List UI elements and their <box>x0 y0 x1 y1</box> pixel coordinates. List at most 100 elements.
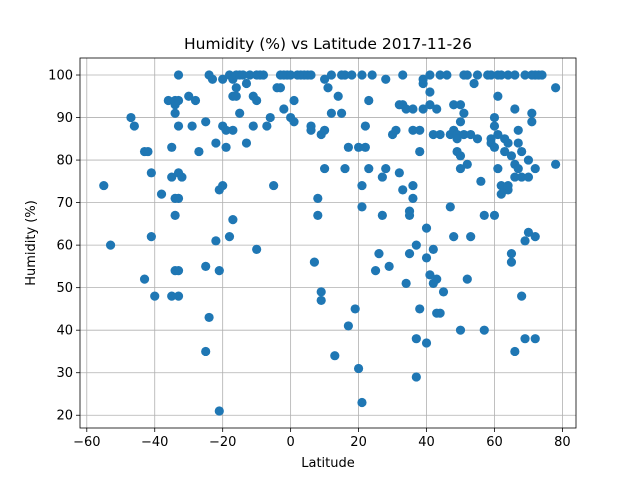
data-point <box>262 121 272 131</box>
data-point <box>517 146 527 157</box>
data-point <box>170 108 180 118</box>
data-point <box>224 232 235 242</box>
data-point <box>435 308 445 318</box>
data-point <box>218 74 228 84</box>
data-point <box>228 215 238 225</box>
data-point <box>428 244 438 254</box>
data-point <box>523 155 534 165</box>
data-point <box>537 70 547 80</box>
data-point <box>435 70 445 80</box>
data-point <box>173 193 184 203</box>
data-point <box>377 210 387 220</box>
data-point <box>173 121 184 131</box>
data-point <box>370 266 381 276</box>
x-tick-label: 60 <box>486 435 503 450</box>
data-point <box>275 83 286 93</box>
data-point <box>462 274 472 284</box>
data-point <box>336 108 347 118</box>
data-point <box>415 125 425 135</box>
data-point <box>398 70 408 80</box>
data-point <box>527 108 537 118</box>
data-point <box>309 257 320 267</box>
data-point <box>520 334 530 344</box>
data-point <box>384 261 394 271</box>
data-point <box>421 223 432 233</box>
data-point <box>350 304 360 314</box>
data-point <box>401 104 411 114</box>
data-point <box>340 163 350 174</box>
data-point <box>238 70 248 80</box>
data-point <box>320 163 330 174</box>
data-point <box>289 117 299 127</box>
y-tick-label: 100 <box>48 69 73 84</box>
data-point <box>418 74 428 84</box>
data-point <box>156 189 167 199</box>
data-point <box>469 78 479 89</box>
data-point <box>421 338 432 348</box>
data-point <box>245 70 255 80</box>
data-point <box>173 95 184 106</box>
x-tick-label: 20 <box>350 435 367 450</box>
data-point <box>214 266 224 276</box>
data-point <box>320 74 330 84</box>
data-point <box>438 287 449 297</box>
data-point <box>432 274 442 284</box>
data-point <box>231 83 241 93</box>
data-point <box>435 129 445 140</box>
data-point <box>126 112 136 123</box>
data-point <box>374 249 384 259</box>
data-point <box>506 257 517 267</box>
data-point <box>404 210 415 220</box>
data-point <box>289 95 299 106</box>
data-point <box>530 232 540 242</box>
data-point <box>476 176 486 186</box>
data-point <box>323 83 333 93</box>
data-point <box>381 163 391 174</box>
data-point <box>241 138 252 148</box>
data-point <box>173 266 184 276</box>
data-point <box>408 125 418 135</box>
data-point <box>493 163 503 174</box>
data-point <box>510 346 520 357</box>
x-tick-label: −20 <box>209 435 236 450</box>
data-point <box>360 121 370 131</box>
data-point <box>398 185 408 195</box>
data-point <box>486 70 496 80</box>
data-point <box>496 70 506 80</box>
data-point <box>235 108 245 118</box>
data-point <box>357 70 367 80</box>
data-point <box>523 227 534 237</box>
data-point <box>425 87 435 97</box>
data-point <box>357 397 367 408</box>
data-point <box>105 240 116 250</box>
data-point <box>432 104 442 114</box>
data-point <box>187 121 197 131</box>
data-point <box>425 70 435 80</box>
data-point <box>510 104 520 114</box>
data-point <box>252 244 262 254</box>
data-point <box>493 91 503 101</box>
data-point <box>201 117 211 127</box>
data-point <box>462 159 472 169</box>
data-point <box>316 287 326 297</box>
data-point <box>513 163 523 174</box>
data-point <box>221 125 231 135</box>
data-point <box>313 210 323 220</box>
y-tick-label: 50 <box>56 281 73 296</box>
data-point <box>364 95 374 106</box>
data-point <box>231 91 241 101</box>
data-point <box>265 112 275 123</box>
data-point <box>343 321 353 331</box>
data-point <box>99 180 109 191</box>
data-point <box>459 108 469 118</box>
data-point <box>479 210 489 220</box>
data-point <box>452 134 462 144</box>
data-point <box>520 70 530 80</box>
y-tick-label: 70 <box>56 196 73 211</box>
y-axis: 20 30 40 50 60 70 80 90 100 <box>48 69 80 424</box>
x-axis: −60 −40 −20 0 20 40 60 80 <box>73 428 571 450</box>
data-point <box>391 125 401 135</box>
data-point <box>510 172 520 182</box>
data-point <box>503 138 513 148</box>
data-point <box>381 74 391 84</box>
